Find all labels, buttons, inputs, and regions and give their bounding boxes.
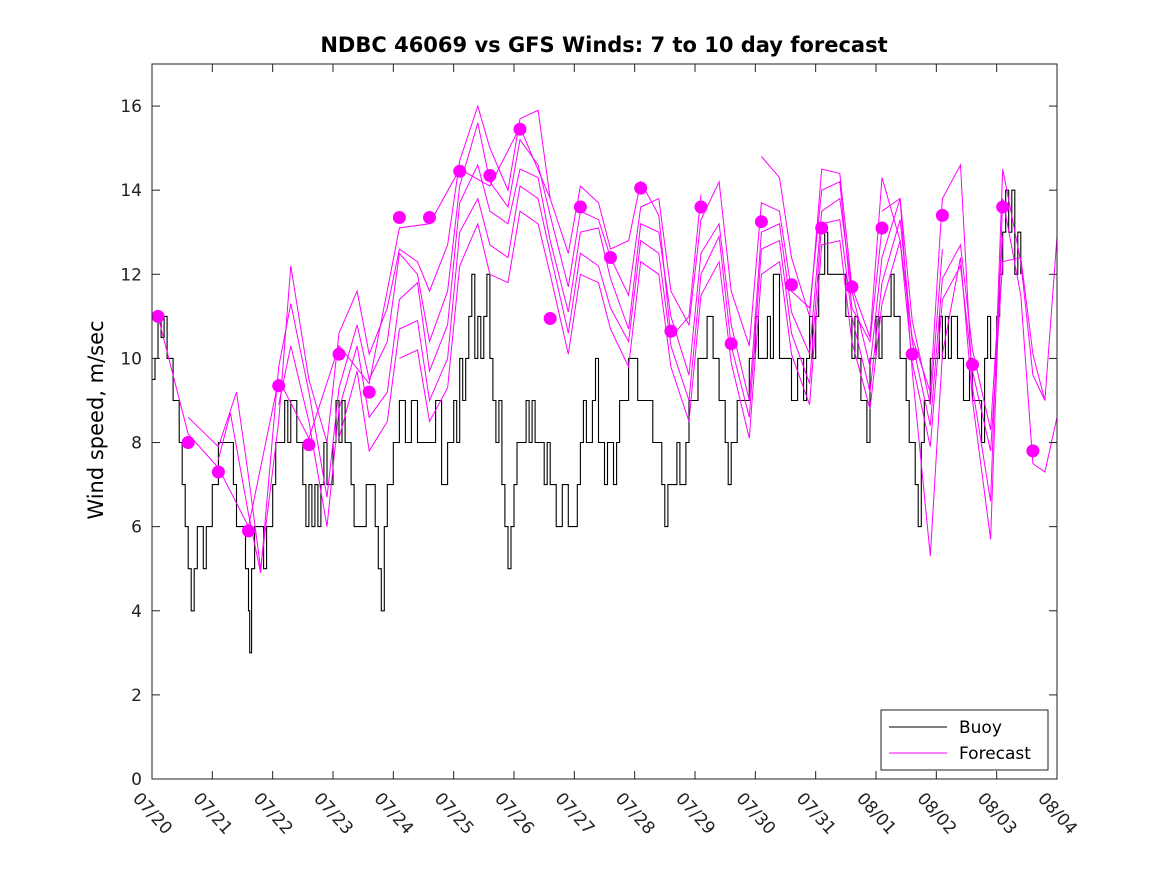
forecast-marker-13 — [543, 312, 557, 325]
forecast-marker-29 — [1026, 444, 1040, 458]
forecast-line-4 — [338, 185, 1004, 453]
forecast-marker-1 — [181, 436, 195, 449]
forecast-line-0 — [157, 125, 551, 529]
legend: Buoy Forecast — [880, 709, 1049, 771]
forecast-line-7 — [881, 197, 1058, 557]
y-axis-label: Wind speed, m/sec — [84, 320, 108, 519]
y-tick-label: 12 — [120, 265, 142, 285]
forecast-marker-21 — [785, 278, 798, 292]
y-tick-label: 10 — [120, 349, 142, 369]
y-tick-label: 16 — [120, 97, 142, 117]
forecast-line-3 — [278, 163, 943, 527]
y-tick-label: 14 — [120, 181, 142, 201]
legend-label-buoy: Buoy — [959, 718, 1002, 738]
forecast-marker-0 — [151, 309, 165, 323]
forecast-marker-8 — [392, 211, 406, 224]
forecast-marker-26 — [935, 208, 949, 222]
forecast-marker-16 — [634, 181, 648, 195]
forecast-marker-12 — [513, 122, 527, 136]
forecast-marker-20 — [754, 215, 768, 229]
forecast-marker-9 — [423, 211, 436, 224]
forecast-marker-2 — [211, 465, 225, 479]
forecast-marker-7 — [362, 385, 376, 399]
y-tick-label: 4 — [131, 602, 142, 622]
plot-area — [151, 104, 1058, 654]
y-tick-label: 8 — [131, 434, 142, 454]
forecast-marker-14 — [573, 200, 587, 214]
axes-box — [151, 63, 1058, 780]
y-tick-label: 2 — [131, 686, 142, 706]
forecast-marker-23 — [845, 280, 859, 294]
forecast-marker-24 — [875, 221, 889, 235]
y-tick-label: 0 — [131, 770, 142, 790]
legend-label-forecast: Forecast — [959, 744, 1031, 764]
forecast-marker-5 — [302, 438, 316, 452]
forecast-marker-19 — [724, 337, 738, 351]
forecast-marker-3 — [242, 524, 255, 538]
axes — [151, 63, 1058, 780]
forecast-line-2 — [217, 122, 883, 574]
forecast-marker-22 — [815, 221, 829, 235]
forecast-marker-11 — [483, 169, 497, 182]
forecast-marker-27 — [966, 358, 979, 372]
buoy-series-line — [152, 189, 1022, 654]
forecast-marker-17 — [664, 324, 678, 338]
forecast-marker-28 — [996, 200, 1010, 214]
forecast-marker-15 — [604, 251, 617, 264]
forecast-marker-25 — [905, 347, 919, 361]
legend-box — [880, 709, 1049, 771]
forecast-marker-4 — [272, 379, 286, 393]
forecast-marker-18 — [694, 200, 708, 214]
y-tick-label: 6 — [131, 518, 142, 538]
forecast-line-1 — [187, 104, 702, 569]
forecast-line-5 — [399, 210, 1058, 452]
forecast-marker-6 — [332, 347, 346, 361]
chart-title: NDBC 46069 vs GFS Winds: 7 to 10 day for… — [320, 33, 887, 57]
forecast-marker-10 — [453, 164, 467, 178]
